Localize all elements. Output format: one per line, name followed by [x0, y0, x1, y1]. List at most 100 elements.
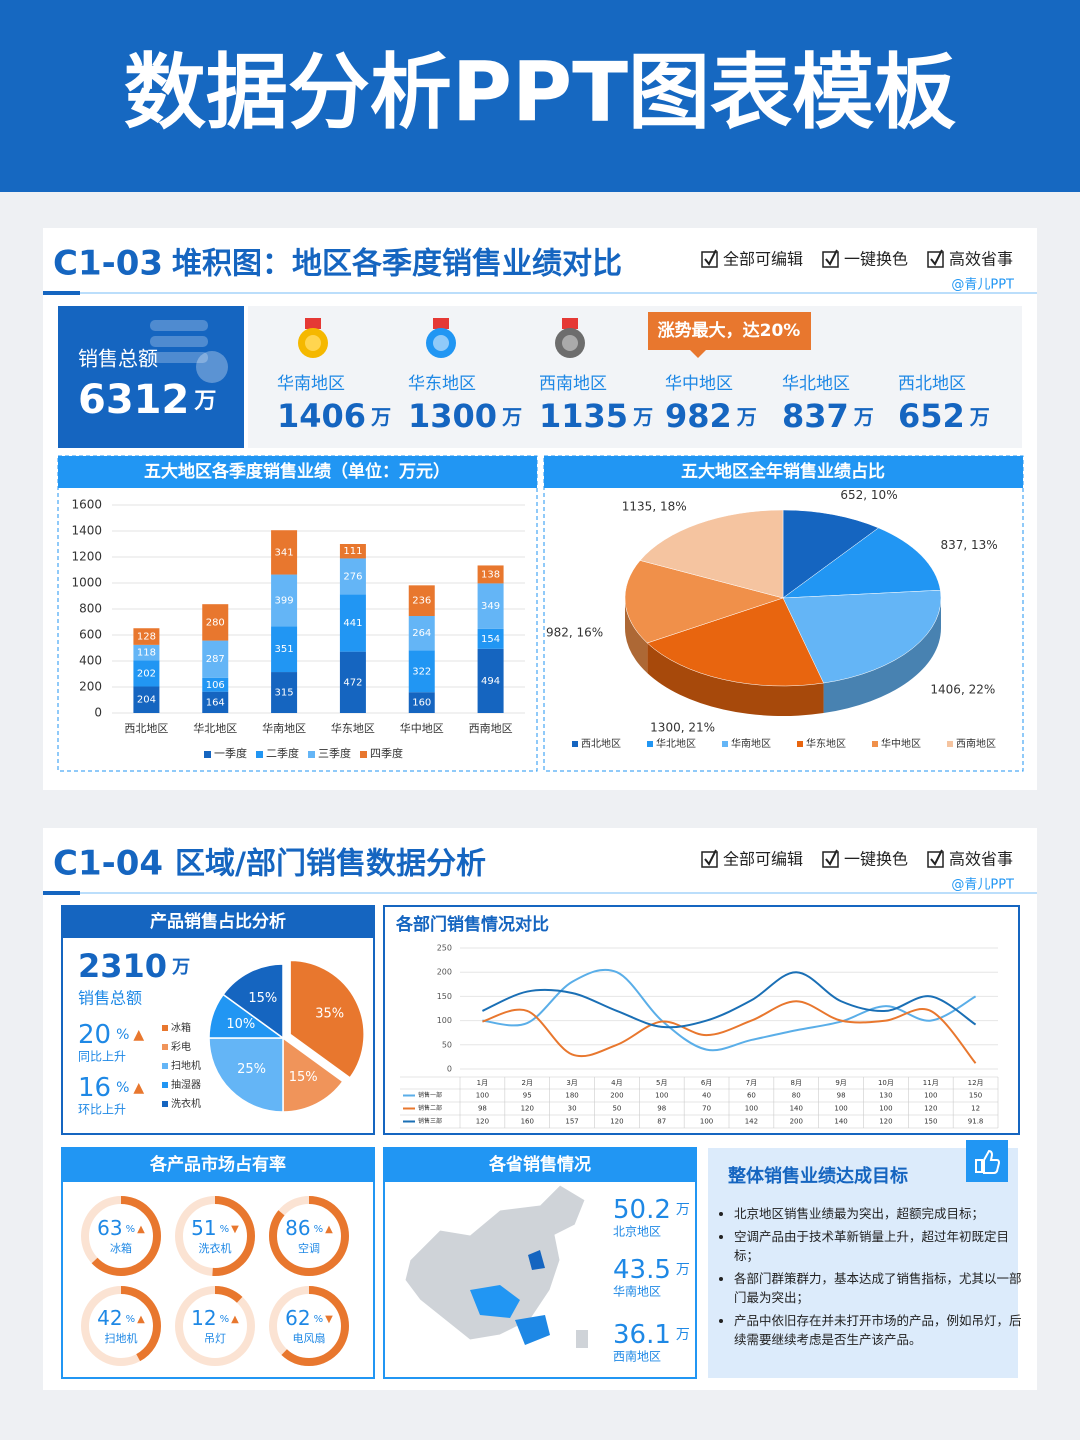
- region-total: 1300 万: [408, 397, 522, 435]
- kpi-total-unit: 万: [171, 957, 190, 978]
- panel-title: 五大地区各季度销售业绩（单位：万元）: [144, 461, 450, 482]
- table-header: 10月: [878, 1079, 894, 1087]
- table-cell: 80: [792, 1092, 801, 1100]
- checkbox: [701, 251, 718, 268]
- bar-segment: [477, 583, 504, 629]
- table-header: 12月: [968, 1079, 984, 1087]
- x-tick-label: 华南地区: [262, 721, 306, 735]
- region-name: 华中地区: [665, 374, 733, 394]
- legend-swatch: [308, 751, 315, 758]
- slice-label: 1135, 18%: [622, 499, 687, 513]
- change-label: 环比上升: [78, 1103, 126, 1117]
- region-name: 华南地区: [277, 374, 345, 394]
- donut-value-number: 12: [191, 1306, 216, 1330]
- table-cell: 100: [700, 1118, 713, 1126]
- slice-label: 15%: [289, 1070, 318, 1085]
- region-name: 华北地区: [782, 374, 850, 394]
- check-mark: [704, 249, 717, 266]
- panel-header: [384, 1148, 696, 1182]
- map-inset: [576, 1330, 588, 1348]
- donut-value: 12% ▲: [191, 1306, 239, 1330]
- kpi-icon: [150, 336, 208, 347]
- legend-label: 三季度: [318, 746, 351, 760]
- pie-slice: [782, 527, 941, 599]
- region-total: 1406 万: [277, 397, 391, 435]
- table-cell: 200: [790, 1118, 803, 1126]
- slice-label: 837, 13%: [941, 538, 998, 552]
- check-mark: [930, 849, 943, 866]
- slice-label: 10%: [226, 1017, 255, 1032]
- legend-label: 销售一部: [418, 1091, 442, 1099]
- donut-value-number: 42: [97, 1306, 122, 1330]
- bar-label: 164: [206, 697, 225, 708]
- legend-swatch: [162, 1101, 168, 1107]
- y-tick-label: 600: [79, 628, 102, 642]
- legend-swatch: [572, 741, 578, 747]
- pie-side: [647, 642, 824, 716]
- bar-label: 441: [343, 618, 362, 629]
- x-tick-label: 西南地区: [469, 722, 513, 735]
- bar-label: 264: [412, 628, 431, 639]
- map: [404, 1184, 586, 1341]
- legend-swatch: [872, 741, 878, 747]
- summary-title: 整体销售业绩达成目标: [727, 1165, 908, 1187]
- region-total: 837 万: [782, 397, 874, 435]
- bar-segment: [408, 616, 435, 651]
- kpi-total-unit: 万: [193, 389, 216, 414]
- thumb-icon: [975, 1149, 1001, 1174]
- callout-pointer: [690, 350, 706, 358]
- bar-segment: [133, 644, 160, 661]
- table-header: 5月: [656, 1079, 667, 1087]
- y-tick-label: 1200: [71, 550, 102, 564]
- y-tick-label: 50: [442, 1040, 452, 1049]
- legend-swatch: [797, 741, 803, 747]
- donut-value-number: 62: [285, 1306, 310, 1330]
- table-cell: 100: [745, 1105, 758, 1113]
- checkbox: [927, 251, 944, 268]
- feature-label: 全部可编辑: [723, 850, 803, 869]
- bar-segment: [339, 544, 366, 559]
- table-header: 8月: [791, 1079, 802, 1087]
- table-cell: 130: [879, 1092, 892, 1100]
- section-title: 区域/部门销售数据分析: [175, 847, 486, 882]
- table-cell: 120: [521, 1105, 534, 1113]
- summary-item: 产品中依旧存在并未打开市场的产品，例如吊灯，后续需要继续考虑是否生产该产品。: [734, 1311, 1026, 1349]
- legend-label: 华中地区: [881, 737, 921, 750]
- bar-segment: [271, 530, 298, 575]
- panel-title: 各产品市场占有率: [149, 1154, 286, 1175]
- table-cell: 180: [565, 1092, 578, 1100]
- province-total: 50.2 万: [613, 1195, 690, 1225]
- donut-arc: [269, 1286, 349, 1366]
- kpi-total-value: 2310: [78, 947, 167, 985]
- table-cell: 70: [702, 1105, 711, 1113]
- bar-label: 118: [137, 648, 156, 659]
- donut-label: 空调: [298, 1241, 320, 1255]
- donut-trend: ▼: [325, 1314, 333, 1325]
- panel-title: 五大地区全年销售业绩占比: [681, 461, 885, 482]
- check-mark: [704, 849, 717, 866]
- kpi-icon: [196, 351, 228, 383]
- legend-label: 西南地区: [956, 737, 996, 750]
- legend-label: 销售二部: [418, 1104, 442, 1112]
- feature-label: 高效省事: [949, 850, 1013, 869]
- feature-label: 一键换色: [844, 250, 908, 269]
- y-tick-label: 400: [79, 654, 102, 668]
- province-total-value: 36.1: [613, 1320, 671, 1350]
- table-cell: 100: [655, 1092, 668, 1100]
- pie-slice: [222, 963, 284, 1040]
- pie-slice: [639, 509, 784, 599]
- table-header: 11月: [923, 1079, 939, 1087]
- donut-label: 洗衣机: [199, 1241, 232, 1255]
- province-total: 36.1 万: [613, 1320, 690, 1350]
- donut-label: 电风扇: [293, 1331, 326, 1345]
- donut-value: 62% ▼: [285, 1306, 333, 1330]
- medal: [433, 318, 449, 329]
- bar-segment: [133, 660, 160, 687]
- pie-slice: [624, 560, 784, 644]
- bar-segment: [339, 558, 366, 595]
- table-cell: 91.8: [968, 1118, 984, 1126]
- bar-segment: [477, 628, 504, 649]
- change-value: 16: [78, 1073, 111, 1103]
